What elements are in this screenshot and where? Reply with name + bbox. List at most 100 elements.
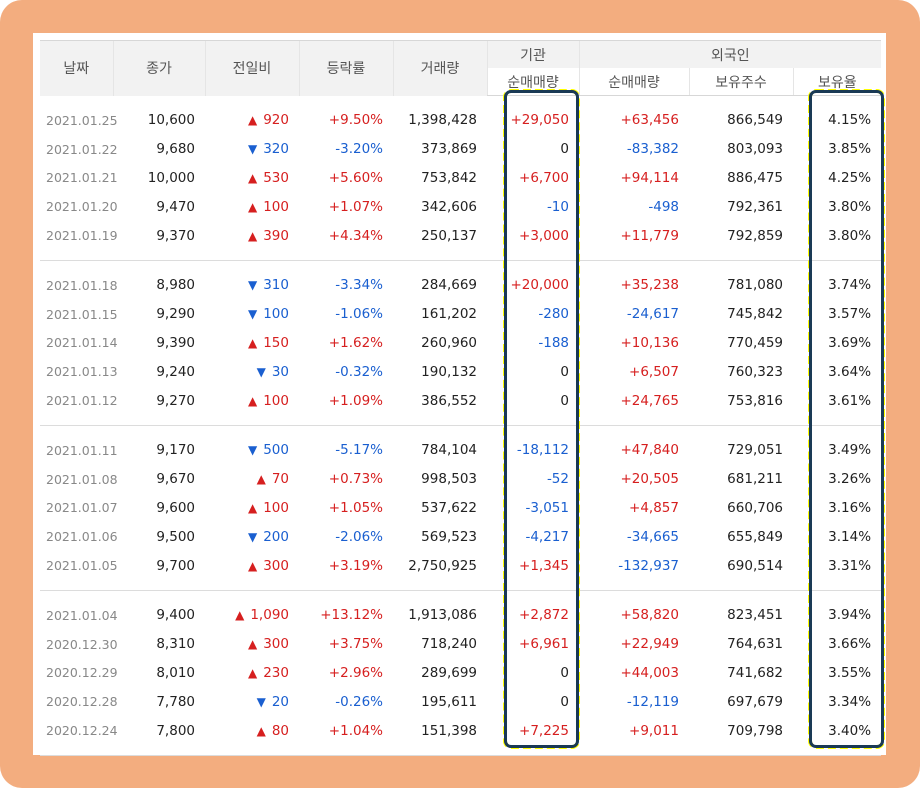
rate-cell: +2.96%: [328, 664, 383, 681]
holdings-cell: 764,631: [727, 636, 783, 653]
ratio-cell: 3.61%: [828, 392, 872, 409]
foreign-net-cell: +47,840: [620, 442, 679, 459]
inst-net-cell: -4,217: [525, 528, 569, 545]
inst-net-cell: -10: [546, 198, 569, 215]
change-cell: ▲ 100: [205, 494, 299, 523]
holdings-cell: 681,211: [727, 471, 783, 488]
table-row: 2021.01.18 8,980 ▼ 310 -3.34% 284,669 +20,000 +…: [40, 271, 881, 300]
triangle-up-icon: ▲: [247, 665, 258, 680]
header-rate: 등락률: [298, 40, 393, 96]
close-cell: 7,800: [156, 722, 195, 739]
volume-cell: 151,398: [421, 722, 477, 739]
table-body: 2021.01.25 10,600 ▲ 920 +9.50% 1,398,428 +29,0…: [40, 96, 882, 756]
volume-cell: 386,552: [421, 392, 477, 409]
header-foreign-net: 순매매량: [578, 68, 689, 96]
date-cell: 2021.01.25: [46, 112, 118, 128]
foreign-net-cell: -24,617: [626, 306, 679, 323]
close-cell: 8,310: [156, 636, 195, 653]
close-cell: 9,170: [156, 442, 195, 459]
holdings-cell: 781,080: [727, 277, 783, 294]
change-cell: ▼ 30: [205, 357, 299, 386]
ratio-cell: 3.26%: [828, 471, 872, 488]
rate-cell: -5.17%: [335, 442, 383, 459]
foreign-net-cell: -34,665: [626, 528, 679, 545]
inst-net-cell: +3,000: [519, 227, 569, 244]
holdings-cell: 690,514: [727, 557, 783, 574]
rate-cell: -3.34%: [335, 277, 383, 294]
volume-cell: 569,523: [421, 528, 477, 545]
triangle-down-icon: ▼: [247, 142, 258, 157]
rate-cell: +3.19%: [328, 557, 383, 574]
holdings-cell: 803,093: [727, 141, 783, 158]
holdings-cell: 866,549: [727, 112, 783, 129]
triangle-up-icon: ▲: [256, 723, 266, 738]
inst-net-cell: 0: [560, 693, 569, 710]
holdings-cell: 886,475: [727, 169, 783, 186]
close-cell: 9,240: [156, 363, 195, 380]
change-cell: ▲ 70: [205, 465, 299, 494]
inst-net-cell: -188: [538, 334, 569, 351]
header-institution: 기관: [486, 40, 579, 68]
foreign-net-cell: +35,238: [620, 277, 679, 294]
foreign-net-cell: +24,765: [620, 392, 679, 409]
inst-net-cell: 0: [560, 141, 569, 158]
change-value: 310: [263, 277, 289, 294]
change-value: 150: [263, 334, 289, 351]
change-value: 300: [263, 636, 289, 653]
holdings-cell: 792,361: [727, 198, 783, 215]
close-cell: 9,400: [156, 607, 195, 624]
change-value: 100: [263, 392, 289, 409]
date-cell: 2021.01.13: [46, 364, 118, 380]
table-row: 2021.01.21 10,000 ▲ 530 +5.60% 753,842 +6,700 +…: [40, 164, 881, 193]
close-cell: 9,390: [156, 334, 195, 351]
inst-net-cell: 0: [560, 664, 569, 681]
table-row: 2021.01.08 9,670 ▲ 70 +0.73% 998,503 -52 +20,50…: [40, 465, 881, 494]
ratio-cell: 3.55%: [828, 664, 872, 681]
close-cell: 8,010: [156, 664, 195, 681]
header-volume: 거래량: [392, 40, 487, 96]
date-cell: 2021.01.14: [46, 335, 118, 351]
ratio-cell: 3.80%: [828, 198, 872, 215]
change-cell: ▼ 100: [205, 300, 299, 329]
triangle-up-icon: ▲: [247, 199, 258, 214]
foreign-net-cell: -12,119: [626, 693, 679, 710]
triangle-up-icon: ▲: [247, 393, 258, 408]
change-cell: ▲ 1,090: [205, 601, 299, 630]
rate-cell: -3.20%: [335, 141, 383, 158]
change-cell: ▲ 100: [205, 386, 299, 415]
date-cell: 2021.01.04: [46, 607, 118, 623]
table-row: 2020.12.24 7,800 ▲ 80 +1.04% 151,398 +7,225 +9,…: [40, 716, 881, 745]
ratio-cell: 3.34%: [828, 693, 872, 710]
volume-cell: 161,202: [421, 306, 477, 323]
ratio-cell: 4.15%: [828, 112, 872, 129]
change-value: 70: [271, 471, 289, 488]
foreign-net-cell: +9,011: [629, 722, 679, 739]
holdings-cell: 655,849: [727, 528, 783, 545]
foreign-net-cell: +22,949: [620, 636, 679, 653]
change-value: 320: [263, 141, 289, 158]
foreign-net-cell: +58,820: [620, 607, 679, 624]
holdings-cell: 770,459: [727, 334, 783, 351]
table-row: 2021.01.25 10,600 ▲ 920 +9.50% 1,398,428 +29,0…: [40, 106, 881, 135]
date-cell: 2021.01.11: [46, 442, 118, 458]
table-row: 2021.01.20 9,470 ▲ 100 +1.07% 342,606 -10 -498 7…: [40, 192, 881, 221]
date-cell: 2021.01.12: [46, 393, 118, 409]
volume-cell: 784,104: [421, 442, 477, 459]
close-cell: 9,700: [156, 557, 195, 574]
holdings-cell: 697,679: [727, 693, 783, 710]
date-cell: 2021.01.06: [46, 529, 118, 545]
table-row: 2021.01.13 9,240 ▼ 30 -0.32% 190,132 0 +6,507 76…: [40, 357, 881, 386]
table-row: 2020.12.29 8,010 ▲ 230 +2.96% 289,699 0 +44,003…: [40, 659, 881, 688]
table-row: 2021.01.14 9,390 ▲ 150 +1.62% 260,960 -188 +10,…: [40, 329, 881, 358]
volume-cell: 537,622: [421, 499, 477, 516]
holdings-cell: 729,051: [727, 442, 783, 459]
holdings-cell: 660,706: [727, 499, 783, 516]
rate-cell: +0.73%: [328, 471, 383, 488]
change-value: 100: [263, 499, 289, 516]
rate-cell: +4.34%: [328, 227, 383, 244]
triangle-up-icon: ▲: [247, 228, 258, 243]
volume-cell: 284,669: [421, 277, 477, 294]
close-cell: 9,600: [156, 499, 195, 516]
table-panel: 날짜 종가 전일비 등락률 거래량 기관 외국인 순매매량 순매매량 보유주수 …: [33, 33, 886, 756]
volume-cell: 1,913,086: [408, 607, 477, 624]
